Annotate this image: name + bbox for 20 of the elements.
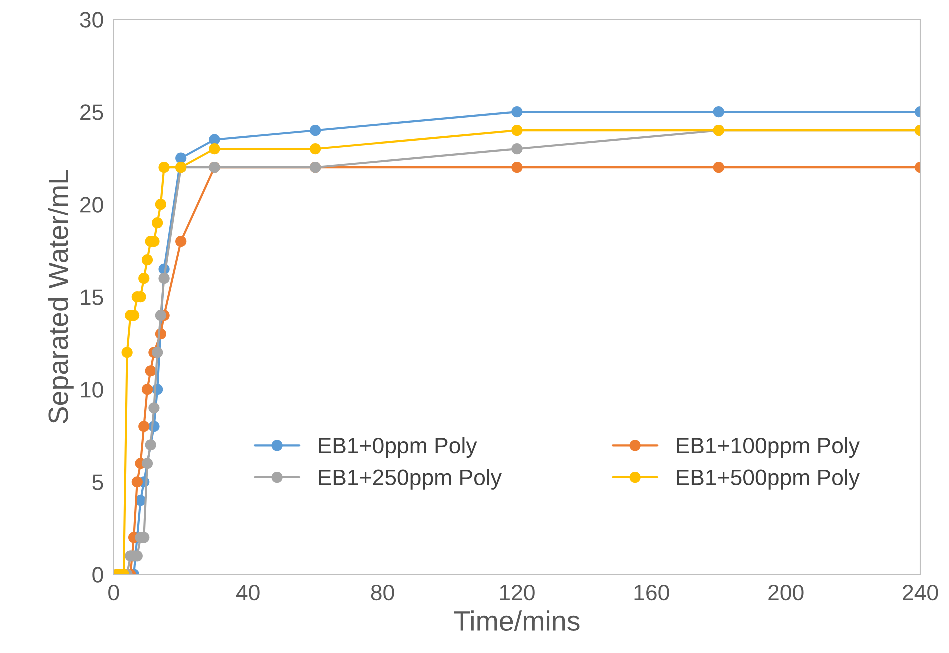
legend-label: EB1+100ppm Poly	[677, 437, 860, 458]
y-tick-label: 0	[92, 567, 104, 583]
legend-label: EB1+0ppm Poly	[319, 437, 478, 458]
legend-label: EB1+500ppm Poly	[677, 469, 860, 490]
y-tick-label: 20	[80, 197, 104, 213]
y-axis-title: Separated Water/mL	[48, 170, 74, 424]
y-tick-label: 25	[80, 104, 104, 120]
x-tick-label: 200	[768, 584, 804, 601]
x-tick-label: 80	[371, 584, 394, 601]
y-tick-label: 10	[81, 382, 104, 398]
y-tick-label: 5	[92, 474, 104, 490]
x-tick-label: 40	[236, 584, 260, 601]
y-tick-label: 30	[80, 12, 104, 28]
x-tick-label: 240	[903, 584, 938, 601]
x-tick-label: 160	[634, 584, 670, 601]
x-tick-label: 120	[500, 584, 535, 601]
x-tick-label: 0	[108, 584, 120, 601]
x-axis-title: Time/mins	[454, 610, 580, 632]
legend-label: EB1+250ppm Poly	[319, 469, 502, 490]
y-tick-label: 15	[81, 290, 104, 306]
